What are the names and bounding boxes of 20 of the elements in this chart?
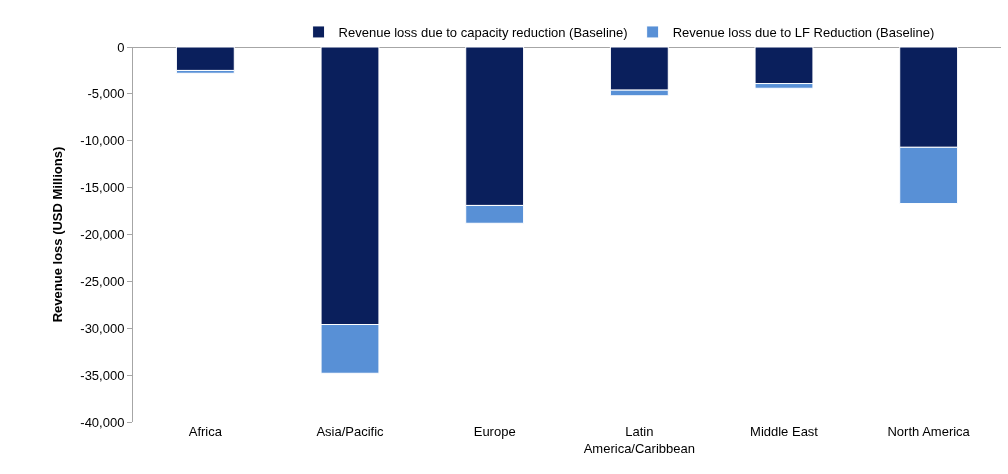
y-tick-label: -10,000 <box>80 133 125 149</box>
bar <box>175 47 235 71</box>
legend-label: Revenue loss due to LF Reduction (Baseline) <box>672 25 935 41</box>
y-tick-label: -5,000 <box>87 86 125 102</box>
y-tick-label: -30,000 <box>80 320 125 336</box>
y-tick-label: -15,000 <box>80 180 125 196</box>
y-tick-label: -40,000 <box>80 414 125 430</box>
x-tick-label: Europe <box>473 424 516 439</box>
x-tick-label: Africa <box>188 424 223 439</box>
x-tick-label: North America <box>887 424 971 439</box>
legend-label: Revenue loss due to capacity reduction (Baseline) <box>338 25 628 41</box>
y-tick-label: -25,000 <box>80 273 125 289</box>
bar <box>754 47 814 85</box>
x-tick-label: Latin America/Caribbean <box>583 424 695 456</box>
y-tick-label: -35,000 <box>80 367 125 383</box>
y-axis-title: Revenue loss (USD Millions) <box>50 146 66 323</box>
y-tick-label: -20,000 <box>80 227 125 243</box>
x-tick-label: Asia/Pacific <box>316 424 385 439</box>
x-tick-label: Middle East <box>750 424 819 439</box>
y-tick-label: 0 <box>117 39 125 55</box>
